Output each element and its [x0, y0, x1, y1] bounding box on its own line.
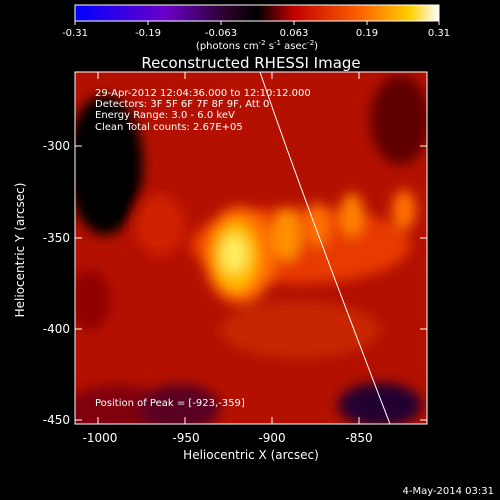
- x-tick-label: -850: [345, 431, 372, 445]
- colorbar-ticks: [74, 21, 440, 25]
- x-axis-label: Heliocentric X (arcsec): [183, 448, 319, 462]
- y-tick-label: -400: [43, 322, 70, 336]
- y-axis-label: Heliocentric Y (arcsec): [13, 183, 27, 318]
- x-tick-label: -950: [172, 431, 199, 445]
- x-tick-label: -1000: [83, 431, 118, 445]
- y-axis-ticks: [75, 145, 427, 421]
- colorbar-tick-label: 0.31: [428, 28, 450, 39]
- colorbar-tick-label: -0.31: [62, 28, 88, 39]
- y-tick-label: -300: [43, 139, 70, 153]
- colorbar-tick-label: 0.19: [356, 28, 378, 39]
- solar-image: [75, 72, 427, 424]
- x-axis-ticks: [97, 72, 360, 424]
- peak-position-label: Position of Peak = [-923,-359]: [95, 398, 245, 409]
- info-line: Clean Total counts: 2.67E+05: [95, 122, 243, 133]
- footer-timestamp: 4-May-2014 03:31: [402, 486, 494, 497]
- x-tick-label: -900: [258, 431, 285, 445]
- colorbar-tick-label: 0.063: [280, 28, 309, 39]
- colorbar-tick-label: -0.19: [135, 28, 161, 39]
- colorbar: [74, 4, 440, 22]
- colorbar-tick-label: -0.063: [205, 28, 237, 39]
- info-line: 29-Apr-2012 12:04:36.000 to 12:10:12.000: [95, 88, 311, 99]
- colorbar-units: (photons cm-2 s-1 asec-2): [196, 39, 318, 52]
- info-line: Energy Range: 3.0 - 6.0 keV: [95, 110, 235, 121]
- y-tick-label: -350: [43, 231, 70, 245]
- y-tick-label: -450: [43, 413, 70, 427]
- solar-limb-curve: [259, 72, 391, 424]
- plot-frame: [74, 71, 428, 425]
- info-line: Detectors: 3F 5F 6F 7F 8F 9F, Att 0: [95, 99, 269, 110]
- image-title: Reconstructed RHESSI Image: [141, 54, 360, 72]
